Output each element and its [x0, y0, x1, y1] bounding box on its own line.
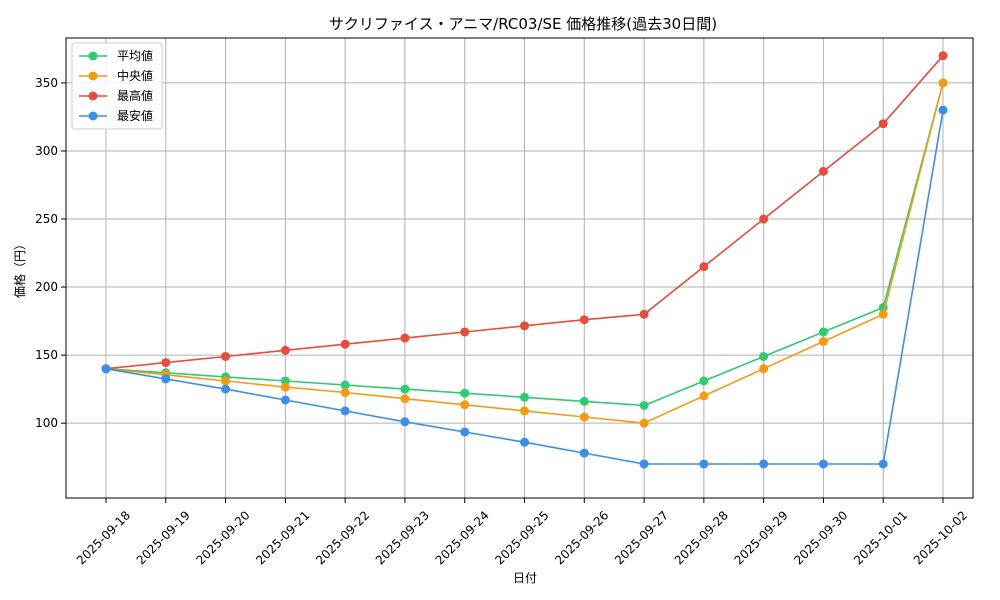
y-tick-label: 250 [35, 212, 58, 226]
y-tick-label: 200 [35, 280, 58, 294]
data-point [161, 358, 171, 368]
legend-label: 平均値 [117, 48, 153, 63]
data-point [460, 400, 470, 410]
data-point [579, 396, 589, 406]
data-point [460, 427, 470, 437]
data-point [340, 339, 350, 349]
y-tick-label: 100 [35, 416, 58, 430]
series-0 [101, 78, 948, 410]
legend-swatch-marker [88, 71, 98, 81]
data-point [221, 376, 231, 386]
data-point [639, 400, 649, 410]
legend-item-0: 平均値 [79, 48, 153, 63]
data-point [340, 406, 350, 416]
data-point [639, 309, 649, 319]
data-point [520, 392, 529, 402]
data-point [161, 374, 171, 384]
data-point [520, 321, 529, 331]
chart-title: サクリファイス・アニマ/RC03/SE 価格推移(過去30日間) [329, 15, 717, 33]
data-point [579, 315, 589, 325]
y-tick-label: 300 [35, 144, 58, 158]
legend-swatch-marker [88, 51, 98, 61]
data-point [818, 327, 828, 337]
legend-box [71, 42, 163, 130]
data-point [639, 418, 649, 428]
series-1 [101, 78, 948, 428]
data-point [878, 309, 888, 319]
legend-item-2: 最高値 [79, 88, 153, 103]
data-point [579, 448, 589, 458]
data-point [280, 382, 290, 392]
legend-item-1: 中央値 [79, 68, 153, 83]
y-axis-label: 価格（円） [12, 238, 27, 298]
data-point [699, 376, 709, 386]
legend-swatch-marker [88, 91, 98, 101]
data-point [221, 384, 231, 394]
legend-swatch-marker [88, 111, 98, 121]
data-point [938, 51, 948, 61]
series-layer [101, 51, 948, 469]
x-axis-label: 日付 [513, 571, 537, 585]
data-point [579, 412, 589, 422]
data-point [818, 459, 828, 469]
data-point [759, 351, 769, 361]
data-point [460, 388, 470, 398]
data-point [759, 364, 769, 374]
data-point [400, 417, 410, 427]
data-point [938, 105, 948, 115]
y-tick-label: 150 [35, 348, 58, 362]
data-point [878, 119, 888, 129]
data-point [340, 388, 350, 398]
data-point [520, 437, 529, 447]
data-point [460, 327, 470, 337]
legend-label: 中央値 [117, 68, 153, 83]
series-3 [101, 105, 948, 469]
data-point [699, 459, 709, 469]
plot-frame [65, 37, 974, 499]
y-tick-label: 350 [35, 76, 58, 90]
data-point [280, 395, 290, 405]
data-point [818, 166, 828, 176]
data-point [699, 262, 709, 272]
data-point [818, 336, 828, 346]
data-point [520, 406, 529, 416]
data-point [340, 380, 350, 390]
legend-item-3: 最安値 [79, 108, 153, 123]
data-point [400, 333, 410, 343]
data-point [400, 394, 410, 404]
data-point [878, 459, 888, 469]
legend-label: 最安値 [117, 108, 153, 123]
data-point [400, 384, 410, 394]
data-point [759, 459, 769, 469]
data-point [280, 345, 290, 355]
series-2 [101, 51, 948, 374]
data-point [221, 351, 231, 361]
data-point [639, 459, 649, 469]
data-point [699, 391, 709, 401]
data-point [938, 78, 948, 88]
data-point [759, 214, 769, 224]
y-axis-ticks: 100 150 200 250 300 350 [35, 76, 66, 430]
data-point [101, 364, 111, 374]
legend-label: 最高値 [117, 88, 153, 103]
